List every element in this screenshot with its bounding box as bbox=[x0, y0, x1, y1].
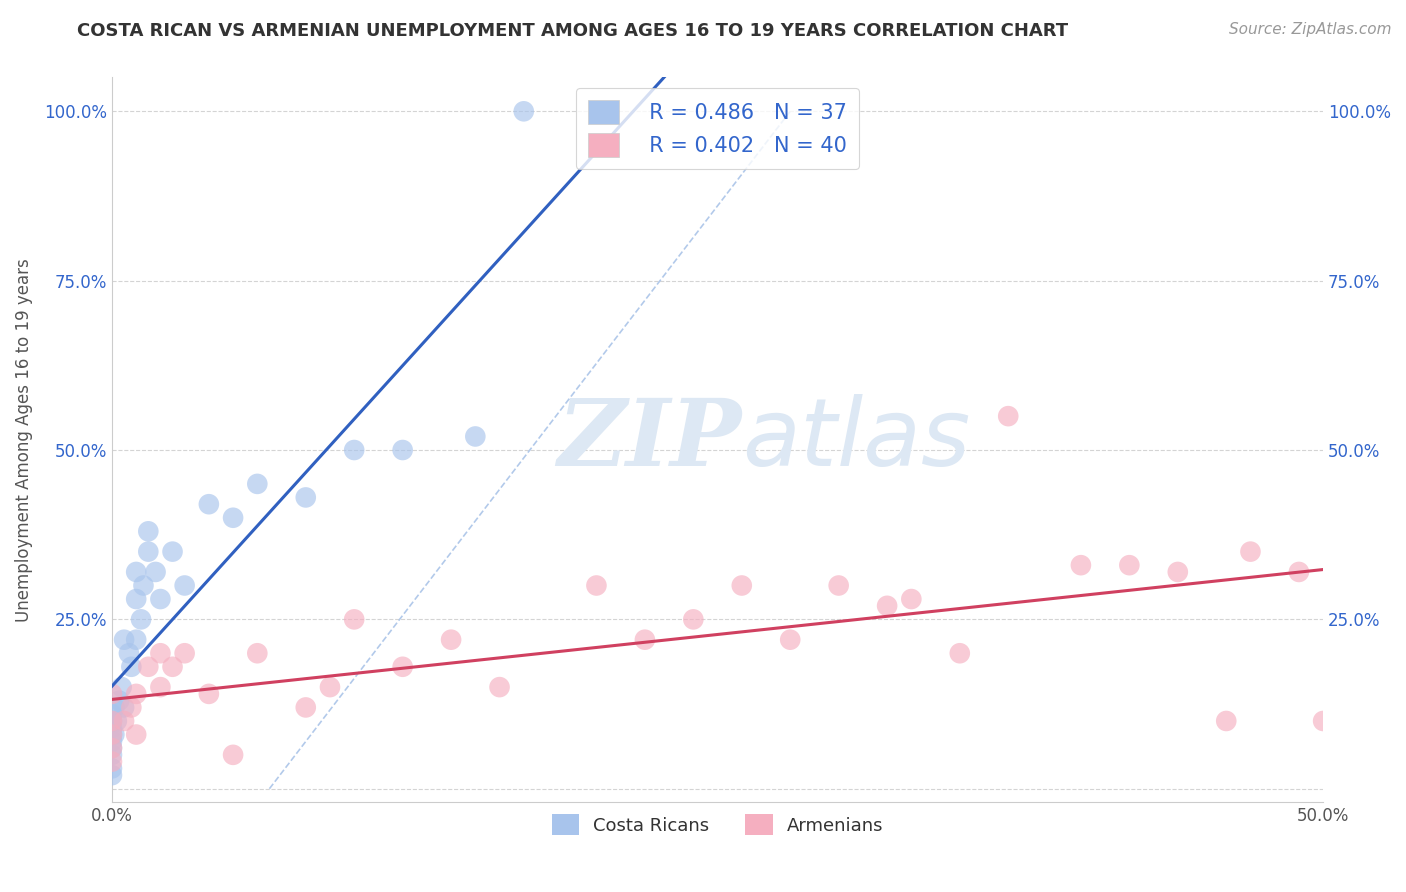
Point bbox=[149, 592, 172, 607]
Point bbox=[101, 755, 124, 769]
Point bbox=[876, 599, 898, 613]
Point bbox=[101, 727, 124, 741]
Point bbox=[101, 727, 124, 741]
Point bbox=[101, 714, 124, 728]
Point bbox=[132, 578, 155, 592]
Point bbox=[112, 632, 135, 647]
Point bbox=[1070, 558, 1092, 573]
Point bbox=[222, 747, 245, 762]
Point bbox=[949, 646, 972, 660]
Point bbox=[125, 727, 148, 741]
Point bbox=[136, 660, 159, 674]
Point bbox=[101, 707, 124, 722]
Point bbox=[464, 429, 486, 443]
Point bbox=[103, 727, 125, 741]
Point bbox=[125, 687, 148, 701]
Point bbox=[997, 409, 1019, 424]
Point bbox=[145, 565, 167, 579]
Point bbox=[101, 714, 124, 728]
Point bbox=[1288, 565, 1310, 579]
Point bbox=[343, 612, 366, 626]
Point bbox=[827, 578, 849, 592]
Point bbox=[585, 578, 607, 592]
Point bbox=[1167, 565, 1189, 579]
Point bbox=[112, 700, 135, 714]
Point bbox=[105, 714, 128, 728]
Point bbox=[173, 578, 195, 592]
Point bbox=[294, 700, 316, 714]
Point bbox=[129, 612, 152, 626]
Point bbox=[198, 687, 221, 701]
Point bbox=[222, 510, 245, 524]
Point bbox=[101, 747, 124, 762]
Point bbox=[391, 443, 413, 458]
Point bbox=[173, 646, 195, 660]
Point bbox=[103, 700, 125, 714]
Point bbox=[1239, 544, 1261, 558]
Point bbox=[136, 544, 159, 558]
Point bbox=[1118, 558, 1140, 573]
Point bbox=[391, 660, 413, 674]
Point bbox=[162, 660, 184, 674]
Point bbox=[198, 497, 221, 511]
Point bbox=[440, 632, 463, 647]
Y-axis label: Unemployment Among Ages 16 to 19 years: Unemployment Among Ages 16 to 19 years bbox=[15, 258, 32, 622]
Point bbox=[634, 632, 657, 647]
Point bbox=[1312, 714, 1334, 728]
Point bbox=[101, 741, 124, 756]
Point bbox=[246, 476, 269, 491]
Point bbox=[112, 714, 135, 728]
Text: COSTA RICAN VS ARMENIAN UNEMPLOYMENT AMONG AGES 16 TO 19 YEARS CORRELATION CHART: COSTA RICAN VS ARMENIAN UNEMPLOYMENT AMO… bbox=[77, 22, 1069, 40]
Point bbox=[319, 680, 342, 694]
Point bbox=[101, 687, 124, 701]
Point bbox=[1215, 714, 1237, 728]
Point bbox=[125, 565, 148, 579]
Text: Source: ZipAtlas.com: Source: ZipAtlas.com bbox=[1229, 22, 1392, 37]
Point bbox=[125, 632, 148, 647]
Text: ZIP: ZIP bbox=[558, 395, 742, 485]
Point bbox=[779, 632, 801, 647]
Point bbox=[149, 680, 172, 694]
Point bbox=[682, 612, 704, 626]
Point bbox=[101, 761, 124, 775]
Point bbox=[343, 443, 366, 458]
Point bbox=[149, 646, 172, 660]
Legend: Costa Ricans, Armenians: Costa Ricans, Armenians bbox=[543, 805, 893, 844]
Point bbox=[101, 768, 124, 782]
Point bbox=[120, 660, 142, 674]
Text: atlas: atlas bbox=[742, 394, 970, 485]
Point bbox=[111, 680, 134, 694]
Point bbox=[900, 592, 922, 607]
Point bbox=[513, 104, 536, 119]
Point bbox=[118, 646, 141, 660]
Point bbox=[294, 491, 316, 505]
Point bbox=[101, 734, 124, 748]
Point bbox=[108, 693, 131, 707]
Point bbox=[101, 721, 124, 735]
Point bbox=[246, 646, 269, 660]
Point bbox=[125, 592, 148, 607]
Point bbox=[101, 741, 124, 756]
Point bbox=[731, 578, 754, 592]
Point bbox=[120, 700, 142, 714]
Point bbox=[488, 680, 510, 694]
Point bbox=[162, 544, 184, 558]
Point bbox=[136, 524, 159, 539]
